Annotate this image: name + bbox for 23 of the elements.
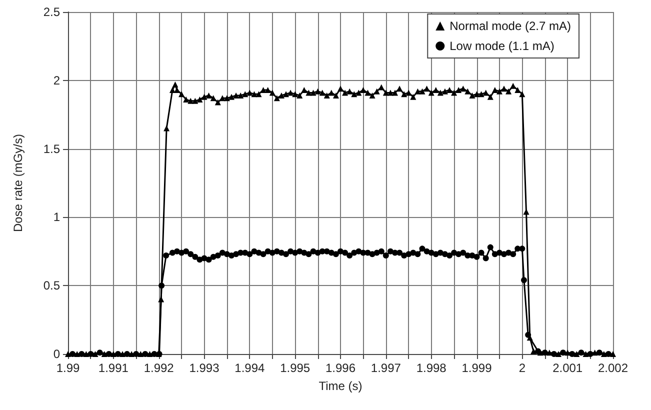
x-tick-label: 1.996 (325, 361, 356, 375)
y-tick-label: 1 (53, 210, 60, 224)
x-tick-label: 2.002 (598, 361, 628, 375)
y-tick-label: 2 (53, 73, 60, 88)
x-tick-label: 1.997 (370, 361, 402, 375)
x-tick-label: 1.993 (189, 361, 220, 375)
legend-label: Low mode (1.1 mA) (450, 39, 554, 53)
x-tick-label: 2 (518, 361, 526, 375)
y-tick-label: 1.5 (43, 142, 60, 156)
x-tick-label: 2.001 (552, 361, 583, 375)
x-tick-label: 1.994 (234, 361, 266, 375)
x-axis-title: Time (s) (318, 379, 362, 393)
y-tick-label: 0.5 (43, 278, 60, 293)
x-tick-label: 1.99 (56, 361, 80, 375)
x-tick-label: 1.995 (280, 361, 310, 375)
y-axis-title: Dose rate (mGy/s) (11, 134, 25, 232)
x-tick-label: 1.999 (462, 361, 492, 375)
x-tick-label: 1.998 (416, 361, 447, 375)
x-tick-label: 1.991 (98, 361, 129, 375)
legend-label: Normal mode (2.7 mA) (450, 19, 572, 33)
x-tick-label: 1.992 (144, 361, 174, 375)
y-tick-label: 2.5 (43, 5, 60, 19)
y-tick-label: 0 (53, 347, 60, 361)
